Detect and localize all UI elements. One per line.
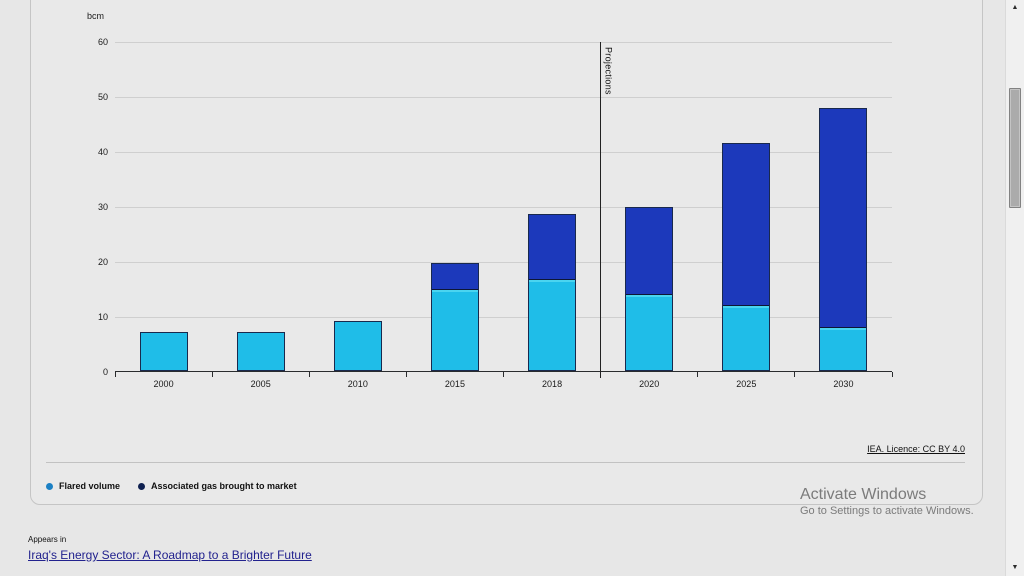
bar-2020-associated-gas-segment[interactable] [626,208,673,295]
x-tick-label-2025: 2025 [736,379,757,389]
gridline-20 [115,261,892,263]
bar-2025-associated-gas-segment[interactable] [723,144,770,306]
appears-in-label: Appears in [28,535,67,544]
legend-dot-icon [46,482,53,490]
iea-licence-link[interactable]: IEA. Licence: CC BY 4.0 [867,444,965,454]
y-tick-label-40: 40 [97,147,108,157]
y-tick-label-60: 60 [97,37,108,47]
bar-2015-associated-gas-segment[interactable] [431,264,478,290]
bar-2005[interactable] [236,332,285,371]
legend-item-associated-gas[interactable]: Associated gas brought to market [138,481,297,491]
y-tick-label-20: 20 [97,257,108,267]
x-axis-tick [794,372,796,377]
x-tick-label-2000: 2000 [153,379,174,389]
legend-label: Associated gas brought to market [151,481,297,491]
bar-2015-flared-volume-segment[interactable] [431,289,478,370]
x-axis-tick [503,372,504,377]
x-tick-label-2005: 2005 [250,379,271,389]
x-axis-tick [211,372,213,377]
plot-area: 2000 2005 2010 2015 2018 2020 2025 2030 Projecti… [114,41,893,389]
bar-2005-flared-volume-segment[interactable] [237,333,284,370]
activate-windows-watermark: Activate Windows Go to Settings to activ… [800,486,1000,517]
projections-divider-line [600,42,602,378]
x-axis-tick [697,372,699,377]
legend-dot-icon [138,482,146,490]
bar-2020[interactable] [625,207,674,371]
x-tick-label-2020: 2020 [639,379,660,389]
bar-2000[interactable] [139,332,188,371]
bar-2030-flared-volume-segment[interactable] [820,327,867,370]
x-axis-tick [405,372,407,377]
bar-2025[interactable] [722,143,771,371]
bar-2030[interactable] [819,108,868,371]
x-tick-label-2010: 2010 [347,379,368,389]
scrollbar[interactable]: ▲ ▼ [1005,0,1024,576]
bar-2018-flared-volume-segment[interactable] [529,279,576,370]
bar-2018-associated-gas-segment[interactable] [529,215,576,280]
bar-2010-flared-volume-segment[interactable] [334,322,381,370]
bar-2018[interactable] [528,214,577,371]
bar-2010[interactable] [333,321,382,371]
bar-2015[interactable] [430,263,479,371]
report-link[interactable]: Iraq's Energy Sector: A Roadmap to a Bri… [28,548,312,562]
scrollbar-thumb[interactable] [1009,88,1021,208]
y-tick-label-50: 50 [97,92,108,102]
bar-2000-flared-volume-segment[interactable] [140,333,187,370]
chart-legend: Flared volume Associated gas brought to m… [46,481,297,491]
y-tick-label-0: 0 [102,367,108,377]
bar-2030-associated-gas-segment[interactable] [820,109,867,328]
x-tick-label-2018: 2018 [542,379,563,389]
x-axis-tick [114,372,116,377]
legend-item-flared-volume[interactable]: Flared volume [46,481,120,491]
projections-label: Projections [603,47,614,95]
bar-2020-flared-volume-segment[interactable] [626,294,673,370]
scroll-up-icon[interactable]: ▲ [1011,4,1019,11]
gridline-10 [115,316,892,318]
x-tick-label-2030: 2030 [833,379,854,389]
appears-in-section: Appears in Iraq's Energy Sector: A Roadm… [28,535,312,564]
y-axis-unit-label: bcm [86,11,104,21]
activate-windows-title: Activate Windows [800,486,927,503]
gridline-60 [115,41,892,43]
x-axis-tick [891,372,893,377]
gridline-30 [115,206,892,208]
scroll-down-icon[interactable]: ▼ [1011,564,1019,571]
legend-separator [46,462,965,463]
bar-2025-flared-volume-segment[interactable] [723,305,770,370]
y-tick-label-10: 10 [97,312,108,322]
legend-label: Flared volume [59,481,121,491]
x-tick-label-2015: 2015 [444,379,465,389]
y-tick-label-30: 30 [97,202,108,212]
x-axis-tick [308,372,310,377]
gridline-40 [115,151,892,153]
gridline-50 [115,96,892,98]
activate-windows-subtitle: Go to Settings to activate Windows. [800,505,974,517]
